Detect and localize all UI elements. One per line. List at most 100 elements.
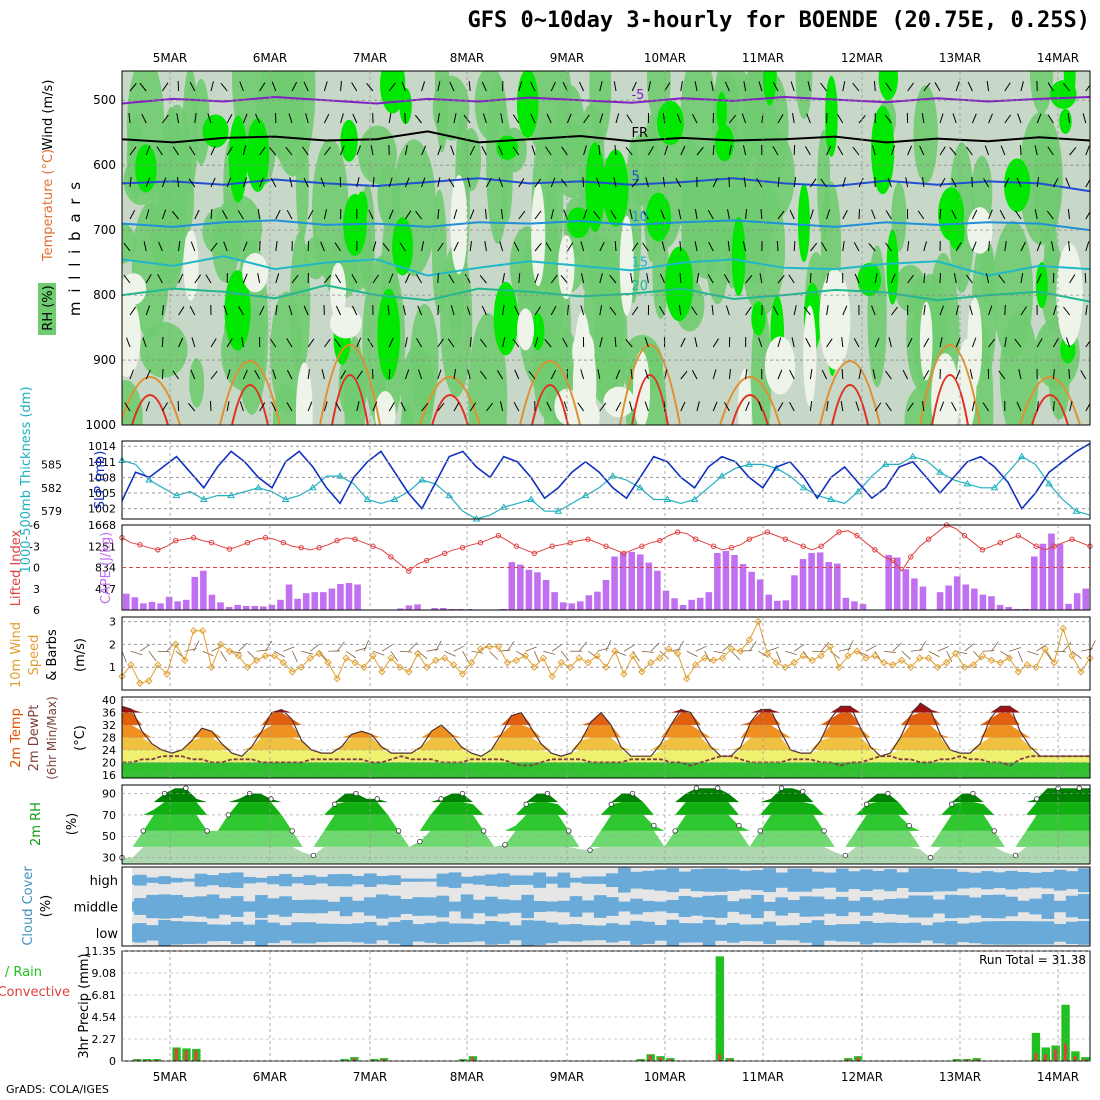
lifted-marker [728, 544, 735, 551]
wind-tick-label: 1 [109, 661, 116, 674]
wind-barb [777, 210, 785, 220]
wind-barb [631, 306, 639, 316]
rh-marker [714, 785, 721, 791]
wind-barb [988, 240, 990, 252]
wind-barb [872, 145, 876, 156]
lifted-marker [298, 544, 304, 551]
wind-barb [583, 145, 587, 156]
wind-barb [885, 402, 892, 412]
rh-marker [693, 785, 700, 791]
wind-barb [1085, 145, 1090, 156]
wind-barb [145, 177, 151, 188]
wind-axis-label-3: & Barbs [45, 629, 60, 681]
rh-marker [1076, 785, 1083, 791]
wind-barb [334, 274, 342, 284]
cape-bar [328, 588, 336, 610]
cape-bar [619, 552, 627, 610]
wind-barb [129, 146, 137, 156]
wind-barb [271, 401, 277, 412]
lifted-marker [280, 540, 287, 546]
surface-wind-barb [247, 650, 257, 660]
cloud-cell-middle [1005, 896, 1018, 917]
cloud-cell-low [351, 923, 365, 943]
wind-barb [469, 241, 472, 252]
cape-bar [405, 605, 413, 610]
wind-barb [821, 242, 828, 252]
cape-bar [962, 584, 970, 610]
wind-barb [917, 210, 925, 220]
cloud-cell-middle [376, 894, 389, 919]
temp-contour-30 [531, 384, 569, 425]
cloud-cell-middle [243, 901, 256, 912]
wind-barb [691, 369, 698, 380]
wind-barb [625, 339, 633, 348]
wind-barb [142, 337, 147, 348]
wind-speed-marker [1068, 652, 1076, 660]
cloud-cell-low [509, 925, 522, 941]
surface-wind-barb [605, 640, 612, 652]
rh-marker [438, 796, 444, 802]
cloud-cell-middle [303, 899, 317, 914]
cloud-cell-middle [533, 901, 546, 912]
wind-barb [599, 241, 605, 252]
wind-barb [988, 209, 993, 220]
wind-barb [514, 305, 520, 316]
wind-barb [777, 337, 782, 348]
wind-barb [694, 209, 698, 220]
cloud-cell-low [182, 921, 196, 944]
rh-band-1 [122, 830, 1090, 847]
wind-barb [729, 114, 737, 124]
cloud-cell-middle [908, 895, 922, 918]
rh-blob [432, 75, 470, 141]
date-label-top: 9MAR [550, 51, 585, 65]
wind-speed-marker [898, 656, 906, 665]
wind-barb [776, 240, 779, 252]
cloud-cell-middle [593, 895, 607, 918]
surface-wind-barb [238, 642, 248, 652]
thickness-marker [799, 483, 808, 491]
lifted-marker [226, 546, 233, 552]
wind-barb [662, 113, 666, 124]
wind-barb [694, 337, 698, 348]
temperature-legend-label: Temperature (°C) [41, 149, 56, 262]
wind-barb [874, 273, 878, 284]
wind-speed-marker [234, 652, 243, 660]
wind-barb [499, 241, 504, 252]
temp-band-0 [122, 762, 1090, 778]
surface-wind-barb [1054, 650, 1067, 653]
rh-blob-dry [242, 253, 269, 293]
cloud-cell-low [993, 921, 1006, 945]
wind-barb [356, 401, 360, 412]
wind-barb [194, 274, 201, 284]
cape-bar [731, 554, 738, 610]
cape-bar [123, 593, 130, 610]
cloud-cell-middle [775, 897, 788, 916]
wind-barb [372, 241, 377, 252]
wind-speed-marker [467, 658, 476, 667]
wind-speed-marker [665, 645, 673, 653]
precip-total-bar [152, 1059, 162, 1061]
rh-legend-swatch [38, 283, 56, 335]
wind-barb [226, 338, 233, 348]
wind-barb [852, 82, 860, 92]
wind-barb [176, 113, 180, 124]
surface-wind-barb [686, 650, 698, 657]
wind-barb [691, 306, 698, 316]
wind-barb [372, 401, 378, 412]
wind-barb [210, 145, 216, 156]
wind-barb [497, 370, 504, 380]
wind-barb [793, 305, 797, 316]
cloud-cell-middle [727, 901, 740, 912]
wind-barb [226, 369, 231, 380]
cloud-cell-middle [255, 895, 268, 918]
lifted-line [121, 524, 1091, 572]
cloud-cell-middle [1065, 895, 1079, 918]
wind-barb [145, 209, 150, 220]
wind-barb [1052, 305, 1057, 316]
wind-barb [772, 305, 779, 316]
wind-barb [469, 209, 475, 220]
wind-speed-marker [369, 652, 377, 660]
lifted-marker [710, 543, 717, 549]
cloud-cell-high [932, 868, 946, 892]
wind-speed-marker [225, 647, 234, 655]
